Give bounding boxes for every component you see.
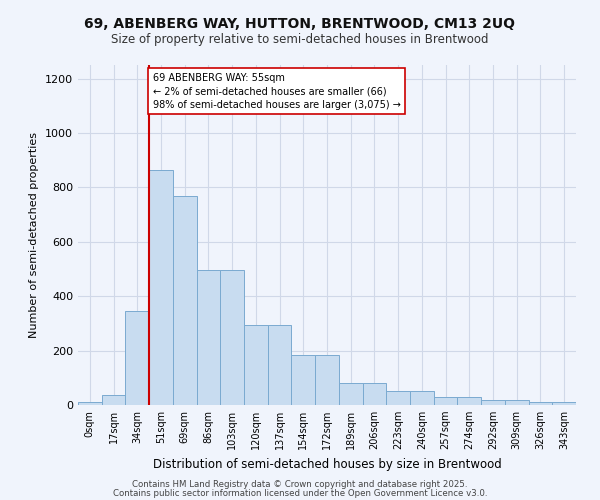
Bar — [362, 383, 386, 405]
Bar — [552, 402, 576, 405]
Text: 69, ABENBERG WAY, HUTTON, BRENTWOOD, CM13 2UQ: 69, ABENBERG WAY, HUTTON, BRENTWOOD, CM1… — [85, 18, 515, 32]
Text: Contains HM Land Registry data © Crown copyright and database right 2025.: Contains HM Land Registry data © Crown c… — [132, 480, 468, 489]
Bar — [78, 402, 102, 405]
Bar — [481, 400, 505, 405]
Bar — [529, 402, 552, 405]
Y-axis label: Number of semi-detached properties: Number of semi-detached properties — [29, 132, 40, 338]
Bar — [339, 383, 362, 405]
Bar — [434, 397, 457, 405]
Bar — [386, 392, 410, 405]
Bar — [149, 170, 173, 405]
Bar — [505, 400, 529, 405]
Bar — [197, 270, 220, 405]
Bar — [410, 392, 434, 405]
X-axis label: Distribution of semi-detached houses by size in Brentwood: Distribution of semi-detached houses by … — [152, 458, 502, 470]
Bar — [173, 196, 197, 405]
Text: 69 ABENBERG WAY: 55sqm
← 2% of semi-detached houses are smaller (66)
98% of semi: 69 ABENBERG WAY: 55sqm ← 2% of semi-deta… — [152, 73, 401, 110]
Bar — [125, 311, 149, 405]
Bar — [292, 354, 315, 405]
Bar — [220, 270, 244, 405]
Text: Contains public sector information licensed under the Open Government Licence v3: Contains public sector information licen… — [113, 489, 487, 498]
Bar — [315, 354, 339, 405]
Text: Size of property relative to semi-detached houses in Brentwood: Size of property relative to semi-detach… — [111, 32, 489, 46]
Bar — [268, 325, 292, 405]
Bar — [102, 396, 125, 405]
Bar — [457, 397, 481, 405]
Bar — [244, 325, 268, 405]
